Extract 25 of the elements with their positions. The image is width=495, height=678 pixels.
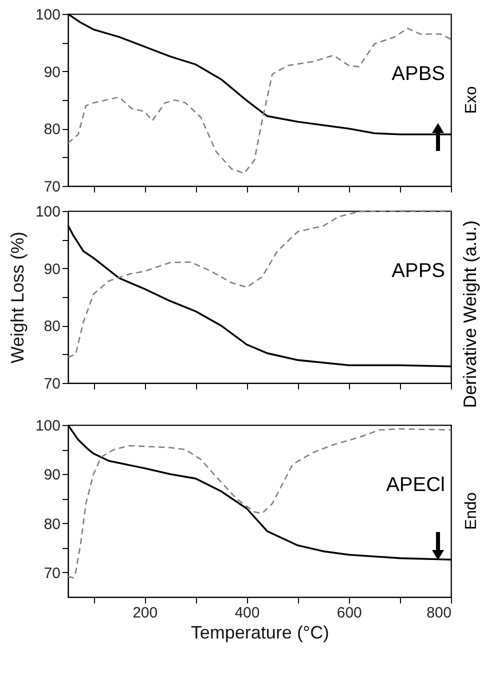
text: Endo xyxy=(463,492,480,530)
y-tick-label: 70 xyxy=(44,564,60,582)
annotation: APPS xyxy=(392,260,445,282)
y-tick-label: 80 xyxy=(44,121,60,138)
y-tick-label: 100 xyxy=(35,6,60,24)
y-tick-label: 100 xyxy=(35,204,60,220)
annotation: APECl xyxy=(386,474,445,496)
x-tick-label: 200 xyxy=(132,604,158,622)
y-tick-label: 80 xyxy=(44,516,60,533)
y-tick-label: 70 xyxy=(44,178,60,196)
y-tick-label: 90 xyxy=(44,466,60,484)
line-series xyxy=(67,28,452,174)
y-tick-label: 90 xyxy=(44,64,60,81)
y-tick-label: 80 xyxy=(44,318,60,336)
annotation: APBS xyxy=(392,63,445,86)
y-tick-label: 90 xyxy=(44,260,60,278)
x-tick-label: 800 xyxy=(426,604,452,622)
x-tick-label: 400 xyxy=(234,604,260,622)
x-axis-title: Temperature (°C) xyxy=(190,622,330,642)
x-tick-label: 600 xyxy=(336,604,362,622)
y-tick-label: 100 xyxy=(35,418,60,434)
y-tick-label: 70 xyxy=(44,376,60,392)
y-axis-title: Weight Loss (%) xyxy=(7,232,28,364)
text: Exo xyxy=(463,86,480,114)
y2-axis-title: Derivative Weight (a.u.) xyxy=(460,220,480,408)
